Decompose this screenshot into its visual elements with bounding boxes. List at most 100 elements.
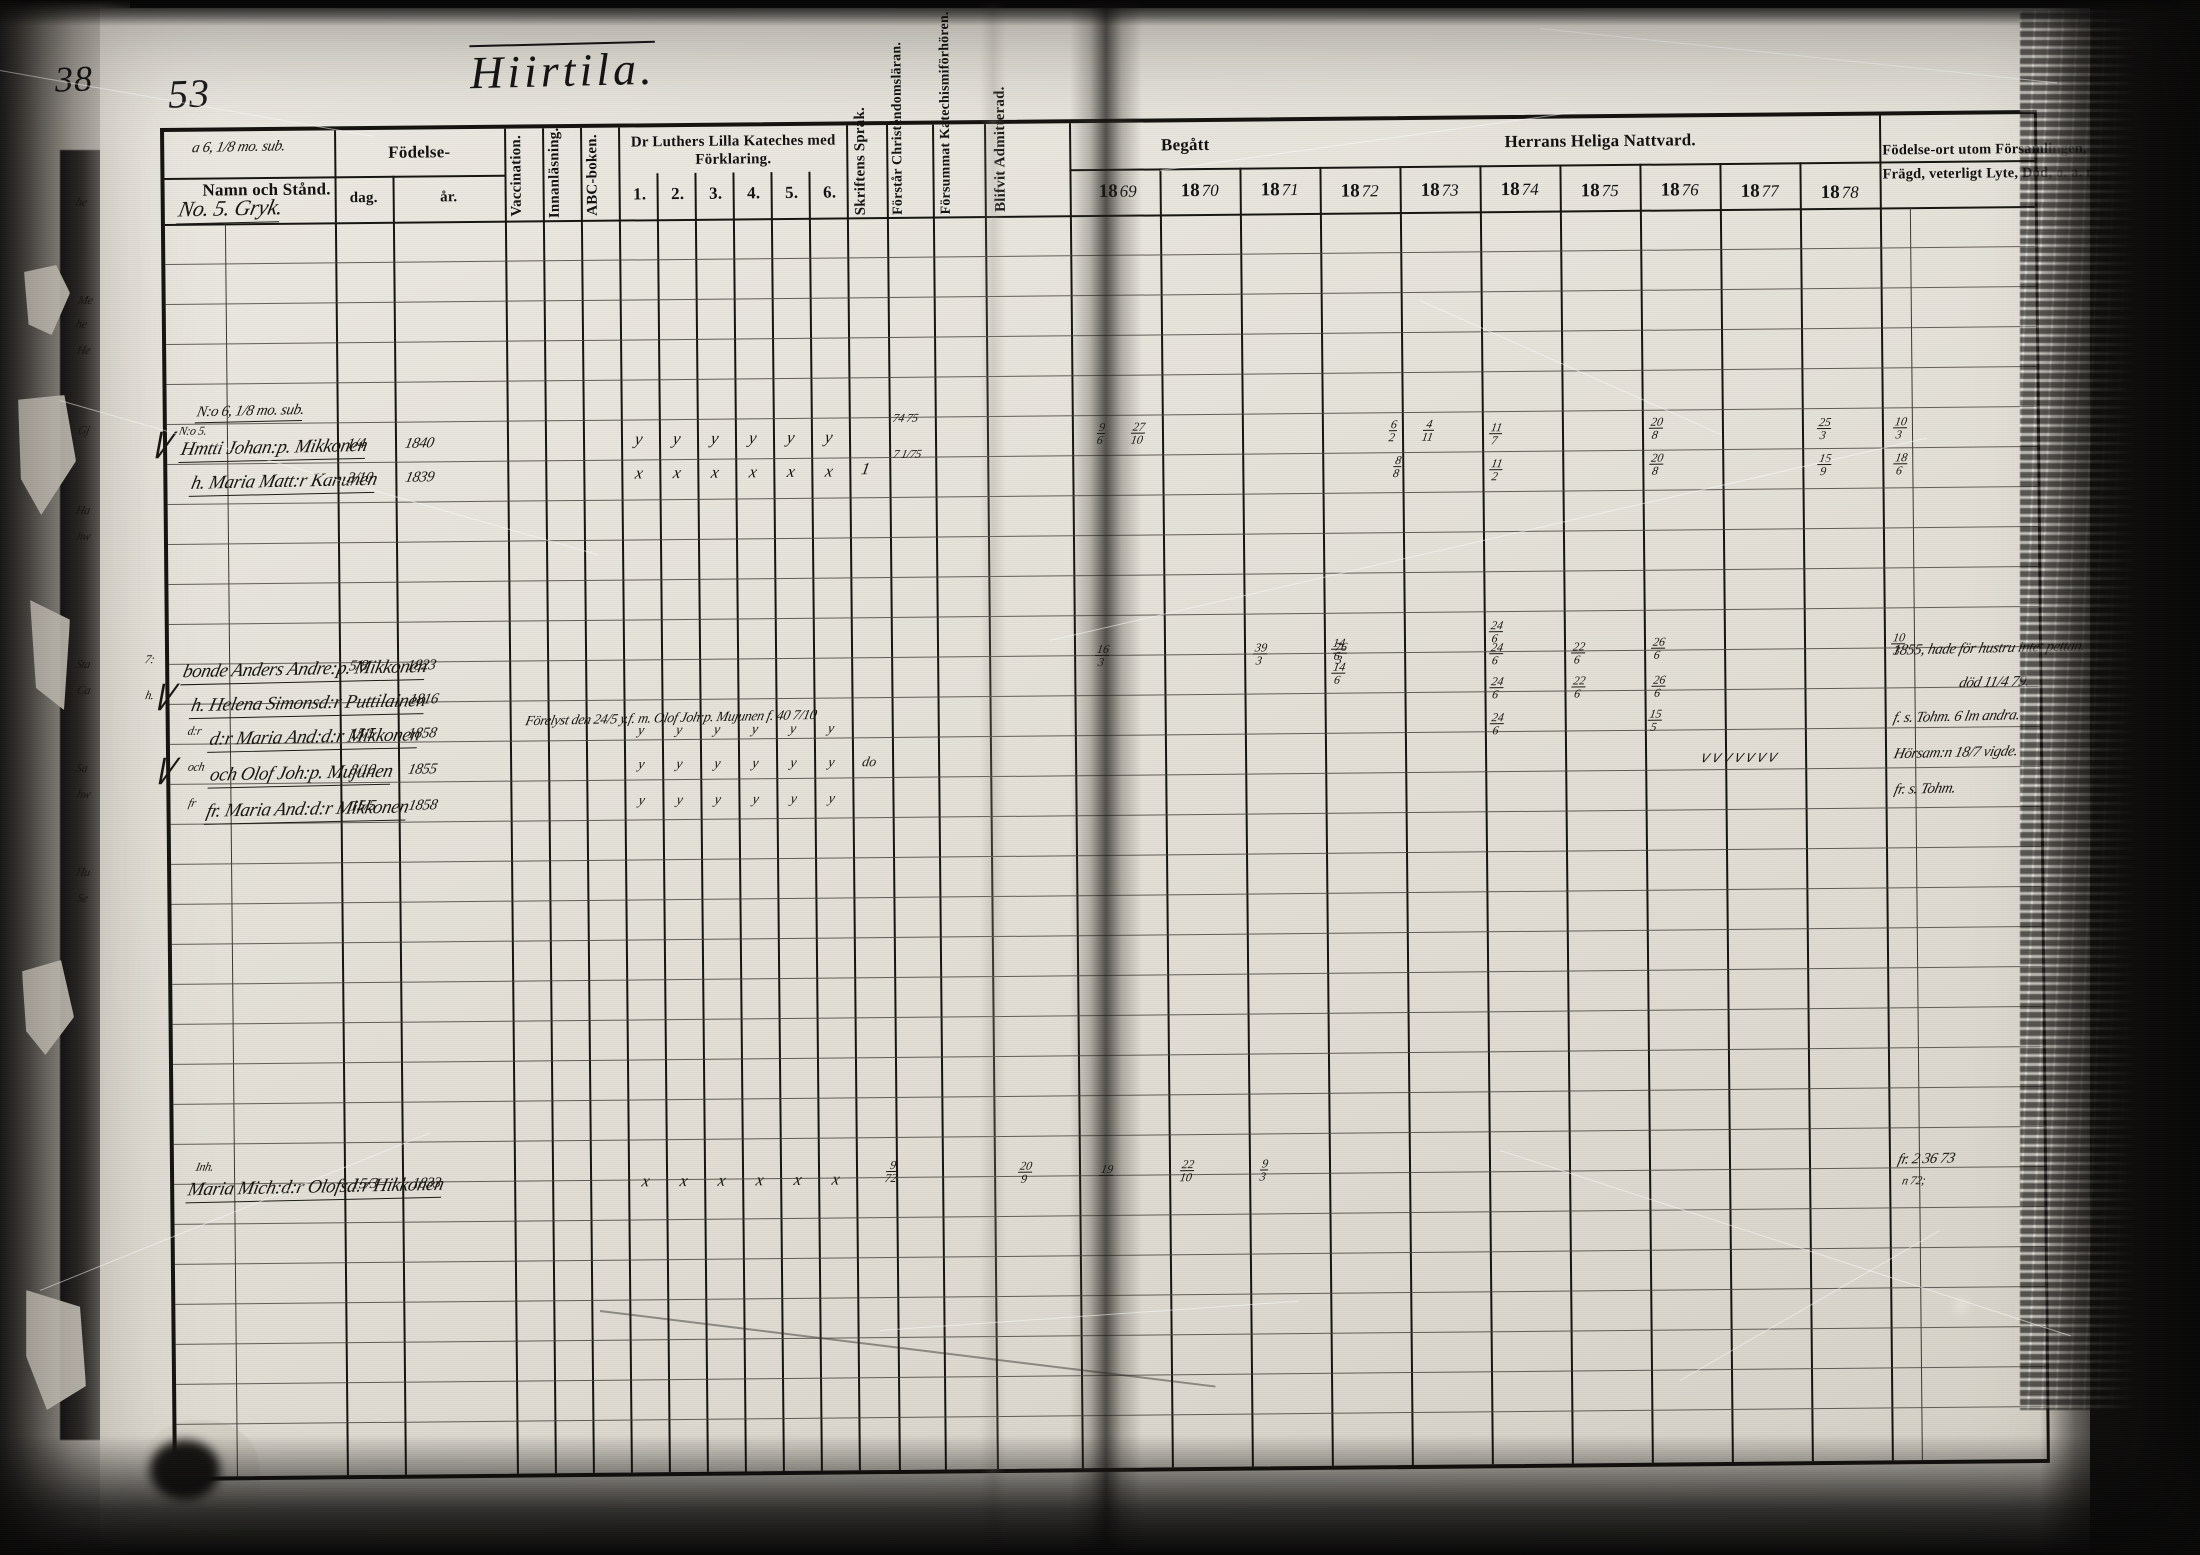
name-column-note: a 6, 1/8 mo. sub. — [190, 138, 287, 157]
kateches-mark: x — [830, 1169, 842, 1189]
row-rule — [171, 845, 2041, 865]
year-column-label: 18 78 — [1820, 181, 1859, 204]
col-sep-name-right — [334, 222, 349, 1476]
margin-fragment: Gj — [76, 423, 91, 437]
kateches-mark: y — [788, 755, 798, 771]
margin-fragment: Ca — [75, 683, 92, 697]
kateches-mark: y — [788, 721, 798, 737]
kateches-mark: x — [792, 1169, 804, 1189]
kateches-mark: y — [636, 757, 646, 773]
kateches-header: Dr Luthers Lilla Kateches med Förklaring… — [630, 132, 836, 169]
col-sep-admitterad — [1068, 123, 1084, 1469]
kateches-col-5: 5. — [784, 182, 799, 203]
vaccination-header: Vaccination. — [508, 134, 525, 217]
entry-birth-year: 1840 — [403, 435, 436, 452]
kateches-mark: y — [750, 722, 760, 738]
communion-mark: 19 — [1098, 1161, 1116, 1177]
kateches-mark: x — [754, 1170, 766, 1190]
entry-birth-year: 1816 — [407, 691, 440, 708]
kateches-mark: y — [713, 792, 723, 808]
parish-heading: Hiirtila. — [469, 42, 657, 99]
kateches-mark: y — [637, 793, 647, 809]
begatt-header: Begått — [1160, 134, 1210, 155]
entry-sub-label: fr — [187, 795, 198, 810]
row-rule — [170, 805, 2041, 825]
innanlasning-header: Innanläsning. — [546, 127, 563, 219]
margin-fragment: Ha — [74, 503, 92, 517]
adjacent-page-margin-column: he Me he He Gj Ha hw Sta Ca Sa hw Hu Se — [72, 185, 128, 1400]
col-sep-kateches-3 — [732, 172, 747, 1472]
entry-note: Hörsam:n 18/7 vigde. — [1892, 743, 2020, 763]
year-column-label: 18 71 — [1260, 179, 1299, 201]
col-sep-kateches-4 — [770, 172, 785, 1472]
year-col-sep-2 — [1239, 167, 1254, 1467]
entry-birth-year: 1855 — [406, 761, 439, 778]
entry-name: d:r Maria And:d:r Mikkonen — [207, 724, 422, 753]
year-column-label: 18 74 — [1500, 178, 1539, 201]
communion-mark: 15 9 — [1817, 450, 1834, 479]
entry-name: h. Helena Simonsd:r Puttilainen — [188, 690, 428, 720]
col-sep-vaccination — [542, 128, 557, 1474]
blifvit-admitterad-header: Blifvit Admitterad. — [991, 86, 1009, 213]
entry-admit-note: 74 75 — [891, 410, 920, 425]
kateches-mark: x — [640, 1171, 652, 1191]
year-col-sep-3 — [1319, 166, 1334, 1466]
communion-mark: 24 6 — [1489, 640, 1506, 668]
communion-mark: 11 2 — [1489, 456, 1505, 484]
row-rule — [176, 1365, 2046, 1385]
entry-note: f. s. Tohm. 6 lm andra. — [1891, 707, 2022, 727]
entry-birth-day: 15/5 — [348, 725, 377, 743]
kateches-mark: y — [785, 427, 797, 448]
communion-mark: 26 6 — [1650, 634, 1668, 662]
herrans-heliga-nattvard-header: Herrans Heliga Nattvard. — [1504, 130, 1696, 152]
entry-birth-year: 1823 — [405, 657, 438, 674]
col-sep-forsummat — [984, 124, 999, 1470]
communion-mark: 22 10 — [1178, 1157, 1197, 1185]
kateches-mark: x — [823, 461, 835, 481]
entry-birth-year: 1833 — [410, 1175, 443, 1192]
kateches-mark: y — [671, 429, 683, 449]
entry-sub-label: och — [186, 759, 206, 774]
kateches-mark: y — [789, 791, 799, 807]
guide-line-notes — [1909, 207, 1923, 1461]
birth-day-header: dag. — [349, 189, 378, 207]
communion-mark: 26 6 — [1651, 672, 1668, 700]
communion-mark: 27 10 — [1129, 419, 1148, 447]
sprak-mark: do — [860, 755, 878, 771]
year-col-sep-6 — [1559, 164, 1574, 1464]
birth-column-header: Födelse- — [388, 142, 451, 162]
kateches-mark: x — [633, 463, 645, 483]
kateches-mark: x — [716, 1170, 728, 1190]
left-page-number: 38 — [54, 58, 94, 100]
communion-mark: 16 3 — [1095, 641, 1112, 670]
kateches-col-1: 1. — [632, 184, 647, 204]
year-column-label: 18 77 — [1740, 180, 1779, 202]
margin-fragment: Sta — [74, 657, 92, 671]
notes-column-header-line2: Frägd, veterligt Lyte, Död, o. a. m. — [1882, 164, 2103, 183]
kateches-mark: y — [823, 427, 835, 447]
row-rule — [175, 1285, 2046, 1305]
year-column-label: 18 75 — [1580, 180, 1619, 202]
communion-mark: 22 6 — [1571, 639, 1588, 667]
col-sep-innanlasning — [580, 127, 595, 1473]
entry-note-secondary: n 72; — [1900, 1173, 1927, 1188]
kateches-mark: y — [674, 757, 684, 773]
margin-fragment: Me — [76, 293, 95, 307]
kateches-mark: y — [826, 721, 836, 737]
right-page-number: 53 — [167, 70, 211, 117]
entry-note: fr. 2 36 73 — [1896, 1150, 1957, 1168]
row-rule — [168, 605, 2039, 625]
strike-squiggle: ᐯᐯᐯᐯᐯᐯᐯ — [1698, 750, 1781, 766]
entry-name: fr. Maria And:d:r Mikkonen — [203, 796, 411, 825]
year-col-sep-8 — [1719, 163, 1734, 1462]
col-sep-birth-right — [504, 128, 519, 1474]
entry-name: Maria Mich:d:r Olofsd:r Hikkonen — [185, 1173, 446, 1204]
year-column-label: 18 70 — [1180, 180, 1219, 202]
scan-top-shadow — [0, 0, 2200, 26]
row-rule — [172, 1045, 2043, 1065]
row-rule — [174, 1245, 2045, 1265]
kateches-mark: y — [712, 722, 722, 738]
scan-bottom-shadow — [0, 1435, 2200, 1555]
year-col-sep-9 — [1799, 162, 1814, 1462]
